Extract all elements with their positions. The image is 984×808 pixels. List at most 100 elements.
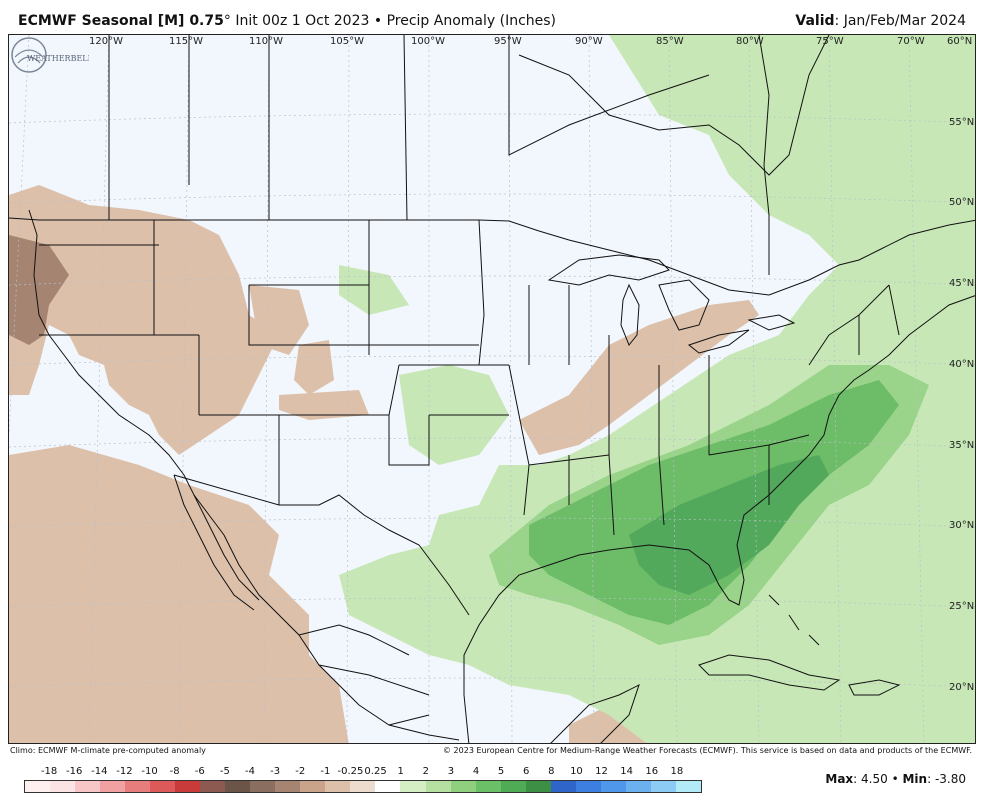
lon-label: 100°W xyxy=(411,36,445,47)
scale-label: -1 xyxy=(320,766,331,777)
scale-swatch xyxy=(300,781,326,792)
model-name: ECMWF Seasonal [M] 0.75 xyxy=(18,13,224,29)
scale-label: 16 xyxy=(645,766,659,777)
map-title: ECMWF Seasonal [M] 0.75° Init 00z 1 Oct … xyxy=(18,13,556,29)
lake-michigan xyxy=(620,283,640,346)
min-value: : -3.80 xyxy=(927,772,966,786)
scale-swatch xyxy=(650,781,676,792)
color-scale: -18 -16 -14 -12 -10 -8 -6 -5 -4 -3 -2 -1 -0.25 0.25 1 2… xyxy=(24,766,702,796)
lon-label: 70°W xyxy=(897,36,925,47)
lon-label: 120°W xyxy=(89,36,123,47)
scale-swatch xyxy=(225,781,251,792)
lake-huron xyxy=(658,279,710,331)
lat-label: 30°N xyxy=(949,520,975,531)
scale-label: -14 xyxy=(91,766,108,777)
scale-label: 1 xyxy=(397,766,404,777)
scale-label: 4 xyxy=(472,766,480,777)
scale-label: -3 xyxy=(270,766,281,777)
hispaniola xyxy=(848,679,901,696)
scale-swatch xyxy=(525,781,551,792)
scale-bar xyxy=(24,780,702,793)
scale-swatch xyxy=(350,781,376,792)
scale-label: 3 xyxy=(447,766,455,777)
valid-label: Valid xyxy=(795,13,835,29)
lat-label: 40°N xyxy=(949,359,975,370)
min-label: Min xyxy=(902,772,928,786)
dry-area-west-dark xyxy=(9,235,69,345)
lat-label: 55°N xyxy=(949,117,975,128)
gulf-coast xyxy=(463,295,975,743)
scale-swatch xyxy=(475,781,501,792)
scale-swatch xyxy=(175,781,201,792)
scale-labels: -18 -16 -14 -12 -10 -8 -6 -5 -4 -3 -2 -1 -0.25 0.25 1 2… xyxy=(24,766,702,780)
max-value: : 4.50 xyxy=(853,772,888,786)
hudson-bay-shore xyxy=(518,35,830,176)
scale-swatch xyxy=(50,781,76,792)
baja-peninsula xyxy=(173,474,260,611)
scale-swatch xyxy=(550,781,576,792)
wet-area-plains-north xyxy=(339,265,409,315)
dry-area-nm xyxy=(279,390,369,420)
scale-swatch xyxy=(375,781,401,792)
lat-label: 50°N xyxy=(949,197,975,208)
lon-label: 90°W xyxy=(575,36,603,47)
scale-label: -4 xyxy=(245,766,255,777)
scale-swatch xyxy=(75,781,101,792)
dry-area-ohio-valley xyxy=(519,300,759,455)
lon-label: 105°W xyxy=(330,36,364,47)
scale-label: -5 xyxy=(219,766,230,777)
scale-swatch xyxy=(625,781,651,792)
valid-period: Valid: Jan/Feb/Mar 2024 xyxy=(795,13,966,29)
max-min-readout: Max: 4.50 • Min: -3.80 xyxy=(825,772,966,786)
scale-label: 12 xyxy=(595,766,608,777)
scale-label: -0.25 xyxy=(337,766,364,777)
scale-swatch xyxy=(425,781,451,792)
scale-swatch xyxy=(325,781,351,792)
scale-swatch xyxy=(400,781,426,792)
us-mexico-border xyxy=(173,474,470,616)
lon-label: 95°W xyxy=(494,36,522,47)
cuba xyxy=(698,654,841,691)
scale-swatch xyxy=(575,781,601,792)
scale-label: -10 xyxy=(141,766,158,777)
max-label: Max xyxy=(825,772,854,786)
scale-label: 6 xyxy=(523,766,530,777)
scale-label: -2 xyxy=(295,766,306,777)
yucatan xyxy=(550,684,640,743)
bahamas xyxy=(768,594,820,646)
copyright-note: © 2023 European Centre for Medium-Range … xyxy=(443,746,972,755)
scale-label: 18 xyxy=(670,766,684,777)
wet-area-core xyxy=(629,455,829,595)
lake-superior xyxy=(547,254,670,286)
scale-label: -6 xyxy=(194,766,205,777)
scale-label: 5 xyxy=(497,766,505,777)
scale-label: -12 xyxy=(116,766,133,777)
init-time: Init 00z 1 Oct 2023 xyxy=(235,13,370,29)
product-name: Precip Anomaly (Inches) xyxy=(386,13,557,29)
lon-label: 110°W xyxy=(249,36,283,47)
lat-label: 25°N xyxy=(949,601,975,612)
scale-swatch xyxy=(275,781,301,792)
dry-area-pacific-nw xyxy=(9,185,279,455)
lake-ontario xyxy=(747,314,796,331)
scale-label: 10 xyxy=(570,766,583,777)
scale-label: 14 xyxy=(620,766,634,777)
wet-anomaly-areas xyxy=(339,35,975,743)
lon-label: 115°W xyxy=(169,36,203,47)
lake-erie xyxy=(687,329,750,354)
scale-swatch xyxy=(250,781,276,792)
scale-swatch xyxy=(25,781,51,792)
logo-text: WEATHERBELL xyxy=(27,54,89,63)
scale-swatch xyxy=(200,781,226,792)
us-state-lines xyxy=(39,219,900,536)
mexico-state-lines xyxy=(298,624,430,726)
map-canvas xyxy=(9,35,975,743)
scale-label: 8 xyxy=(548,766,555,777)
header: ECMWF Seasonal [M] 0.75° Init 00z 1 Oct … xyxy=(0,0,984,34)
scale-swatch xyxy=(600,781,626,792)
valid-value: : Jan/Feb/Mar 2024 xyxy=(834,13,966,29)
dry-area-rockies xyxy=(249,285,309,355)
scale-label: -18 xyxy=(40,766,58,777)
scale-label: 0.25 xyxy=(364,766,387,777)
scale-swatch xyxy=(450,781,476,792)
